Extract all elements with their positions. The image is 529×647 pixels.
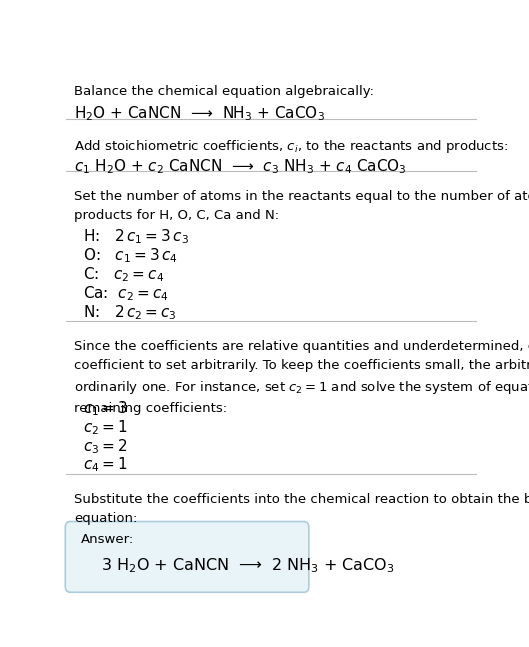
Text: Since the coefficients are relative quantities and underdetermined, choose a
coe: Since the coefficients are relative quan… xyxy=(74,340,529,415)
Text: $c_4 = 1$: $c_4 = 1$ xyxy=(83,455,127,474)
Text: H$_2$O + CaNCN  ⟶  NH$_3$ + CaCO$_3$: H$_2$O + CaNCN ⟶ NH$_3$ + CaCO$_3$ xyxy=(74,104,325,123)
Text: Balance the chemical equation algebraically:: Balance the chemical equation algebraica… xyxy=(74,85,375,98)
Text: Set the number of atoms in the reactants equal to the number of atoms in the
pro: Set the number of atoms in the reactants… xyxy=(74,190,529,222)
Text: Ca:  $c_2 = c_4$: Ca: $c_2 = c_4$ xyxy=(83,285,168,303)
Text: $c_1$ H$_2$O + $c_2$ CaNCN  ⟶  $c_3$ NH$_3$ + $c_4$ CaCO$_3$: $c_1$ H$_2$O + $c_2$ CaNCN ⟶ $c_3$ NH$_3… xyxy=(74,157,407,175)
Text: $c_1 = 3$: $c_1 = 3$ xyxy=(83,399,127,418)
Text: 3 H$_2$O + CaNCN  ⟶  2 NH$_3$ + CaCO$_3$: 3 H$_2$O + CaNCN ⟶ 2 NH$_3$ + CaCO$_3$ xyxy=(101,556,395,575)
Text: Substitute the coefficients into the chemical reaction to obtain the balanced
eq: Substitute the coefficients into the che… xyxy=(74,492,529,525)
Text: Add stoichiometric coefficients, $c_i$, to the reactants and products:: Add stoichiometric coefficients, $c_i$, … xyxy=(74,138,508,155)
Text: O:   $c_1 = 3\,c_4$: O: $c_1 = 3\,c_4$ xyxy=(83,247,177,265)
Text: N:   $2\,c_2 = c_3$: N: $2\,c_2 = c_3$ xyxy=(83,303,176,322)
Text: $c_2 = 1$: $c_2 = 1$ xyxy=(83,418,127,437)
Text: H:   $2\,c_1 = 3\,c_3$: H: $2\,c_1 = 3\,c_3$ xyxy=(83,228,189,247)
Text: C:   $c_2 = c_4$: C: $c_2 = c_4$ xyxy=(83,265,163,284)
Text: $c_3 = 2$: $c_3 = 2$ xyxy=(83,437,127,455)
FancyBboxPatch shape xyxy=(65,521,309,592)
Text: Answer:: Answer: xyxy=(80,534,134,547)
